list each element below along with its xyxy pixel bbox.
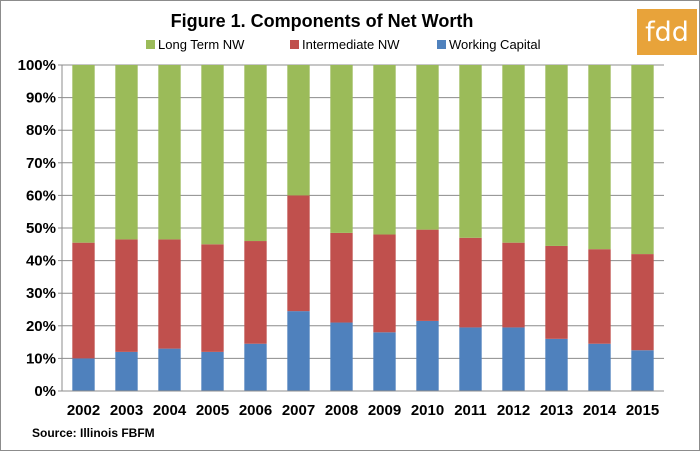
y-tick-label: 40% <box>26 253 56 270</box>
bar-intermediate-nw-2009 <box>373 234 396 333</box>
bar-intermediate-nw-2008 <box>330 232 353 323</box>
x-tick-label: 2003 <box>110 402 143 419</box>
bar-intermediate-nw-2007 <box>287 195 310 312</box>
bar-intermediate-nw-2005 <box>201 244 224 352</box>
legend: Long Term NW Intermediate NW Working Cap… <box>146 37 541 52</box>
legend-label-working-capital: Working Capital <box>449 37 541 52</box>
gridlines <box>62 64 664 359</box>
bar-working-capital-2006 <box>244 343 267 391</box>
x-tick-label: 2006 <box>239 402 272 419</box>
legend-item-long-term: Long Term NW <box>146 37 245 52</box>
legend-item-intermediate: Intermediate NW <box>290 37 400 52</box>
bar-long-term-nw-2014 <box>588 65 611 250</box>
x-tick-label: 2013 <box>540 402 573 419</box>
x-tick-label: 2015 <box>626 402 659 419</box>
bar-working-capital-2011 <box>459 327 482 391</box>
bar-intermediate-nw-2003 <box>115 239 138 352</box>
bar-long-term-nw-2011 <box>459 65 482 238</box>
bar-working-capital-2013 <box>545 338 568 391</box>
legend-item-working-capital: Working Capital <box>437 37 541 52</box>
bar-intermediate-nw-2010 <box>416 229 439 321</box>
legend-label-intermediate: Intermediate NW <box>302 37 400 52</box>
legend-swatch-working-capital <box>437 40 446 49</box>
x-tick-label: 2009 <box>368 402 401 419</box>
x-tick-label: 2012 <box>497 402 530 419</box>
bar-working-capital-2009 <box>373 332 396 391</box>
x-tick-label: 2010 <box>411 402 444 419</box>
legend-swatch-long-term <box>146 40 155 49</box>
bar-working-capital-2002 <box>72 358 95 391</box>
bar-long-term-nw-2010 <box>416 65 439 230</box>
bar-long-term-nw-2003 <box>115 65 138 240</box>
bar-long-term-nw-2006 <box>244 65 267 242</box>
bar-long-term-nw-2002 <box>72 65 95 243</box>
logo-background <box>637 9 697 55</box>
x-tick-label: 2002 <box>67 402 100 419</box>
y-tick-label: 0% <box>34 383 56 400</box>
bar-intermediate-nw-2013 <box>545 245 568 339</box>
y-tick-label: 100% <box>18 57 56 74</box>
bar-long-term-nw-2007 <box>287 65 310 196</box>
x-tick-label: 2004 <box>153 402 187 419</box>
bar-working-capital-2003 <box>115 351 138 391</box>
bar-intermediate-nw-2012 <box>502 242 525 328</box>
bar-working-capital-2005 <box>201 351 224 391</box>
bar-intermediate-nw-2015 <box>631 254 654 351</box>
x-tick-label: 2011 <box>454 402 487 419</box>
y-tick-label: 80% <box>26 122 56 139</box>
x-tick-label: 2008 <box>325 402 358 419</box>
axes <box>58 64 664 392</box>
bar-long-term-nw-2013 <box>545 65 568 246</box>
bar-intermediate-nw-2014 <box>588 249 611 344</box>
logo-text: fdd <box>645 17 689 48</box>
y-axis-tick-labels: 0% 10% 20% 30% 40% 50% 60% 70% 80% 90% 100% <box>18 57 56 400</box>
bar-working-capital-2015 <box>631 350 654 391</box>
y-tick-label: 30% <box>26 285 56 302</box>
bar-intermediate-nw-2006 <box>244 241 267 344</box>
bar-long-term-nw-2015 <box>631 65 654 255</box>
fdd-logo: fdd <box>637 9 697 55</box>
bar-working-capital-2007 <box>287 311 310 391</box>
legend-label-long-term: Long Term NW <box>158 37 245 52</box>
bar-long-term-nw-2009 <box>373 65 396 235</box>
source-note: Source: Illinois FBFM <box>32 426 155 440</box>
chart-title: Figure 1. Components of Net Worth <box>171 11 474 31</box>
y-tick-label: 70% <box>26 155 56 172</box>
bars <box>72 65 654 391</box>
bar-working-capital-2014 <box>588 343 611 391</box>
bar-working-capital-2012 <box>502 327 525 391</box>
y-tick-label: 60% <box>26 187 56 204</box>
bar-working-capital-2008 <box>330 322 353 391</box>
y-tick-label: 10% <box>26 350 56 367</box>
x-tick-label: 2007 <box>282 402 315 419</box>
bar-long-term-nw-2005 <box>201 65 224 245</box>
bar-working-capital-2010 <box>416 320 439 391</box>
x-tick-label: 2005 <box>196 402 229 419</box>
bar-intermediate-nw-2011 <box>459 237 482 328</box>
bar-long-term-nw-2012 <box>502 65 525 243</box>
bar-intermediate-nw-2004 <box>158 239 181 349</box>
y-tick-label: 90% <box>26 90 56 107</box>
bar-intermediate-nw-2002 <box>72 242 95 359</box>
y-tick-label: 50% <box>26 220 56 237</box>
x-tick-label: 2014 <box>583 402 617 419</box>
y-tick-label: 20% <box>26 318 56 335</box>
x-axis-tick-labels: 2002 2003 2004 2005 2006 2007 2008 2009 2010 2011… <box>67 402 659 419</box>
bar-long-term-nw-2004 <box>158 65 181 240</box>
bar-long-term-nw-2008 <box>330 65 353 233</box>
legend-swatch-intermediate <box>290 40 299 49</box>
bar-working-capital-2004 <box>158 348 181 391</box>
